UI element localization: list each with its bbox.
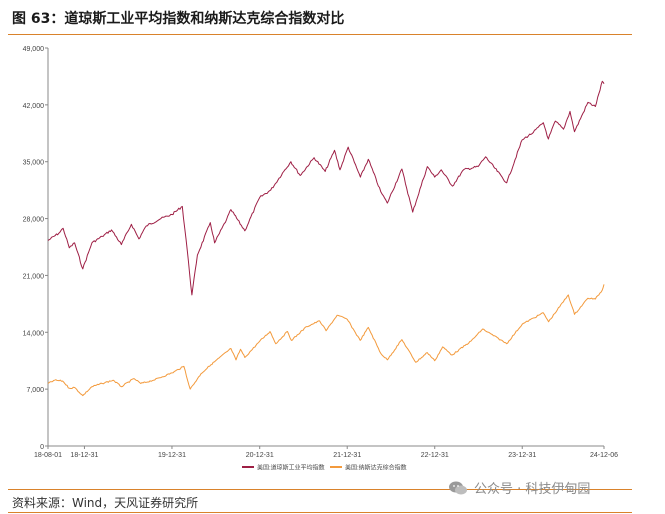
chart-legend: 美国:道琼斯工业平均指数 美国:纳斯达克综合指数 [242, 464, 407, 472]
y-tick-label: 21,000 [23, 273, 45, 280]
figure-title: 图 63：道琼斯工业平均指数和纳斯达克综合指数对比 [12, 11, 345, 27]
wechat-icon [449, 481, 467, 494]
series-line-nasdaq [47, 284, 605, 397]
x-tick-label: 19-12-31 [158, 452, 186, 459]
x-tick-label: 23-12-31 [508, 452, 536, 459]
y-tick-label: 42,000 [23, 103, 45, 110]
y-tick-label: 14,000 [23, 330, 45, 337]
bottom-rule [8, 512, 632, 513]
series-line-dow [47, 80, 605, 296]
legend-label: 美国:纳斯达克综合指数 [345, 464, 407, 472]
x-tick-label: 18-08-01 [34, 452, 62, 459]
y-tick-label: 49,000 [23, 46, 45, 53]
x-tick-label: 22-12-31 [421, 452, 449, 459]
y-tick-label: 0 [40, 444, 44, 451]
series-layer [47, 80, 605, 397]
watermark-text: 公众号 · 科技伊甸园 [474, 482, 591, 497]
y-tick-label: 28,000 [23, 217, 45, 224]
x-tick-label: 24-12-06 [590, 452, 618, 459]
watermark: 公众号 · 科技伊甸园 [448, 478, 590, 497]
x-tick-label: 21-12-31 [333, 452, 361, 459]
y-tick-label: 35,000 [23, 160, 45, 167]
chart-axes: 0 7,000 14,000 21,000 28,000 35,000 42,000 49,0… [23, 46, 619, 459]
source-note: 资料来源：Wind，天风证券研究所 [12, 496, 199, 510]
legend-label: 美国:道琼斯工业平均指数 [257, 464, 325, 472]
y-tick-label: 7,000 [26, 387, 44, 394]
x-tick-label: 20-12-31 [246, 452, 274, 459]
line-chart: 0 7,000 14,000 21,000 28,000 35,000 42,000 49,0… [23, 46, 619, 472]
footer-divider [8, 489, 632, 490]
title-divider [8, 34, 632, 35]
x-tick-label: 18-12-31 [70, 452, 98, 459]
